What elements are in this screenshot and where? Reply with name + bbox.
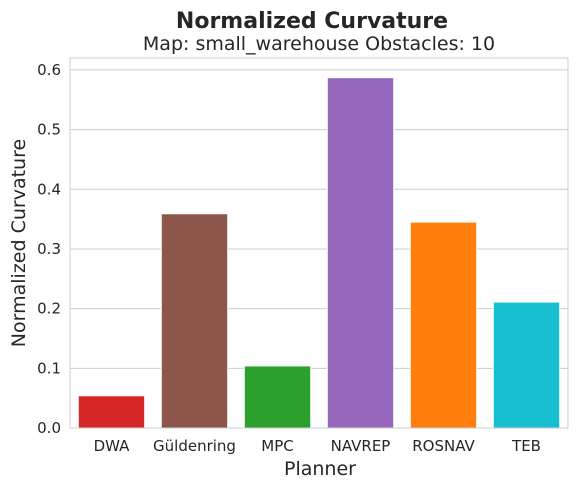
y-axis-label: Normalized Curvature bbox=[8, 139, 30, 347]
y-tick-label: 0.1 bbox=[37, 359, 61, 377]
y-tick-label: 0.0 bbox=[37, 419, 61, 437]
bar-rosnav bbox=[410, 222, 476, 428]
bar-mpc bbox=[244, 366, 310, 428]
x-tick-label: DWA bbox=[94, 437, 131, 455]
bar-dwa bbox=[78, 396, 144, 428]
chart-subtitle: Map: small_warehouse Obstacles: 10 bbox=[143, 33, 495, 55]
y-tick-label: 0.4 bbox=[37, 180, 61, 198]
chart-title: Normalized Curvature bbox=[176, 9, 448, 34]
x-tick-label: TEB bbox=[511, 437, 541, 455]
y-tick-labels: 0.0 0.1 0.2 0.3 0.4 0.5 0.6 bbox=[37, 61, 61, 437]
x-axis-label: Planner bbox=[284, 458, 356, 480]
y-tick-label: 0.3 bbox=[37, 240, 61, 258]
x-tick-labels: DWA Güldenring MPC NAVREP ROSNAV TEB bbox=[94, 437, 541, 455]
bar-navrep bbox=[327, 78, 393, 428]
y-tick-label: 0.6 bbox=[37, 61, 61, 79]
bar-güldenring bbox=[161, 214, 227, 428]
x-tick-label: Güldenring bbox=[153, 437, 236, 455]
bars bbox=[78, 78, 559, 428]
y-tick-label: 0.5 bbox=[37, 121, 61, 139]
y-tick-label: 0.2 bbox=[37, 300, 61, 318]
x-tick-label: ROSNAV bbox=[412, 437, 475, 455]
x-tick-label: MPC bbox=[261, 437, 293, 455]
x-tick-label: NAVREP bbox=[331, 437, 391, 455]
bar-teb bbox=[493, 302, 559, 428]
